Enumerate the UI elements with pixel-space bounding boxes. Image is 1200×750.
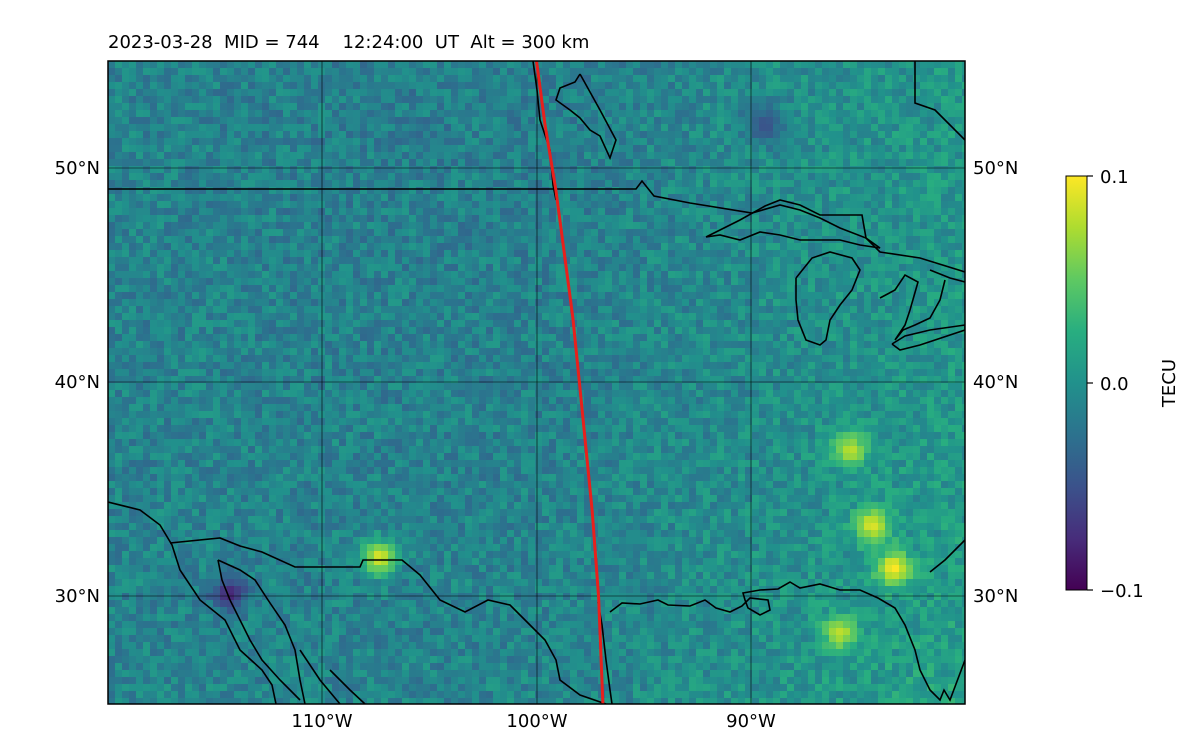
lat-label-left: 40°N [55, 372, 100, 393]
colorbar-label: TECU [1159, 359, 1180, 408]
lon-label: 100°W [506, 711, 567, 732]
lat-label-left: 50°N [55, 158, 100, 179]
lat-label-left: 30°N [55, 586, 100, 607]
terminator-line [535, 61, 605, 704]
lon-label: 90°W [726, 711, 776, 732]
map-title: 2023-03-28 MID = 744 12:24:00 UT Alt = 3… [108, 32, 589, 53]
colorbar-tick: 0.1 [1100, 167, 1129, 188]
colorbar-tick: −0.1 [1100, 581, 1144, 602]
gridlines [108, 61, 965, 704]
colorbar-gradient [1065, 175, 1088, 591]
lon-label: 110°W [291, 711, 352, 732]
lon-labels: 110°W 100°W 90°W [291, 711, 776, 732]
tec-heatmap [108, 61, 965, 704]
colorbar-tick: 0.0 [1100, 374, 1129, 395]
lat-label-right: 50°N [973, 158, 1018, 179]
lat-labels: 50°N 40°N 30°N 50°N 40°N 30°N [55, 158, 1019, 607]
lat-label-right: 30°N [973, 586, 1018, 607]
colorbar: 0.1 0.0 −0.1 TECU [1065, 167, 1180, 602]
lat-label-right: 40°N [973, 372, 1018, 393]
map-frame [107, 60, 966, 705]
